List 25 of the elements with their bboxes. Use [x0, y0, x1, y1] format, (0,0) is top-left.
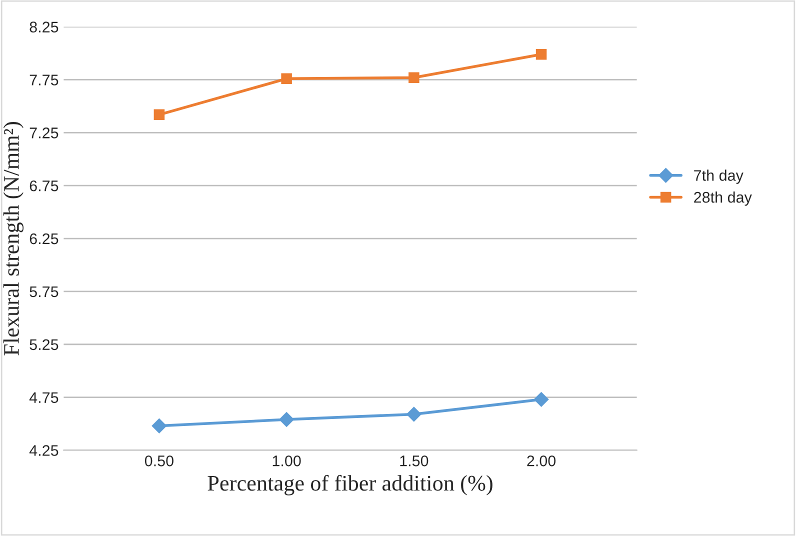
y-tick-label: 7.75 — [30, 74, 58, 86]
point — [536, 48, 547, 60]
point — [281, 73, 292, 84]
legend-label: 28th day — [694, 192, 752, 206]
y-tick-label: 6.25 — [30, 233, 58, 244]
x-tick-label: 1.50 — [400, 456, 428, 466]
y-tick-label: 6.75 — [30, 180, 58, 192]
x-tick-label: 0.50 — [144, 456, 174, 466]
point — [154, 109, 165, 120]
point — [534, 392, 549, 407]
y-tick-label: 4.75 — [29, 392, 58, 403]
y-tick-label: 5.75 — [30, 286, 58, 298]
y-tick-label: 5.25 — [30, 339, 58, 350]
legend-label: 7th day — [694, 170, 744, 184]
x-tick-label: 1.00 — [272, 456, 301, 466]
x-tick-label: 2.00 — [527, 456, 556, 466]
point — [279, 412, 294, 427]
y-tick-label: 8.25 — [30, 22, 58, 32]
point — [406, 406, 422, 422]
y-tick-label: 7.25 — [30, 128, 58, 138]
y-tick-label: 4.25 — [29, 445, 58, 456]
point — [152, 418, 167, 434]
point — [408, 72, 420, 83]
y-axis-title: Flexural strength (N/mm²) — [3, 122, 24, 356]
x-axis-title: Percentage of fiber addition (%) — [208, 474, 492, 496]
